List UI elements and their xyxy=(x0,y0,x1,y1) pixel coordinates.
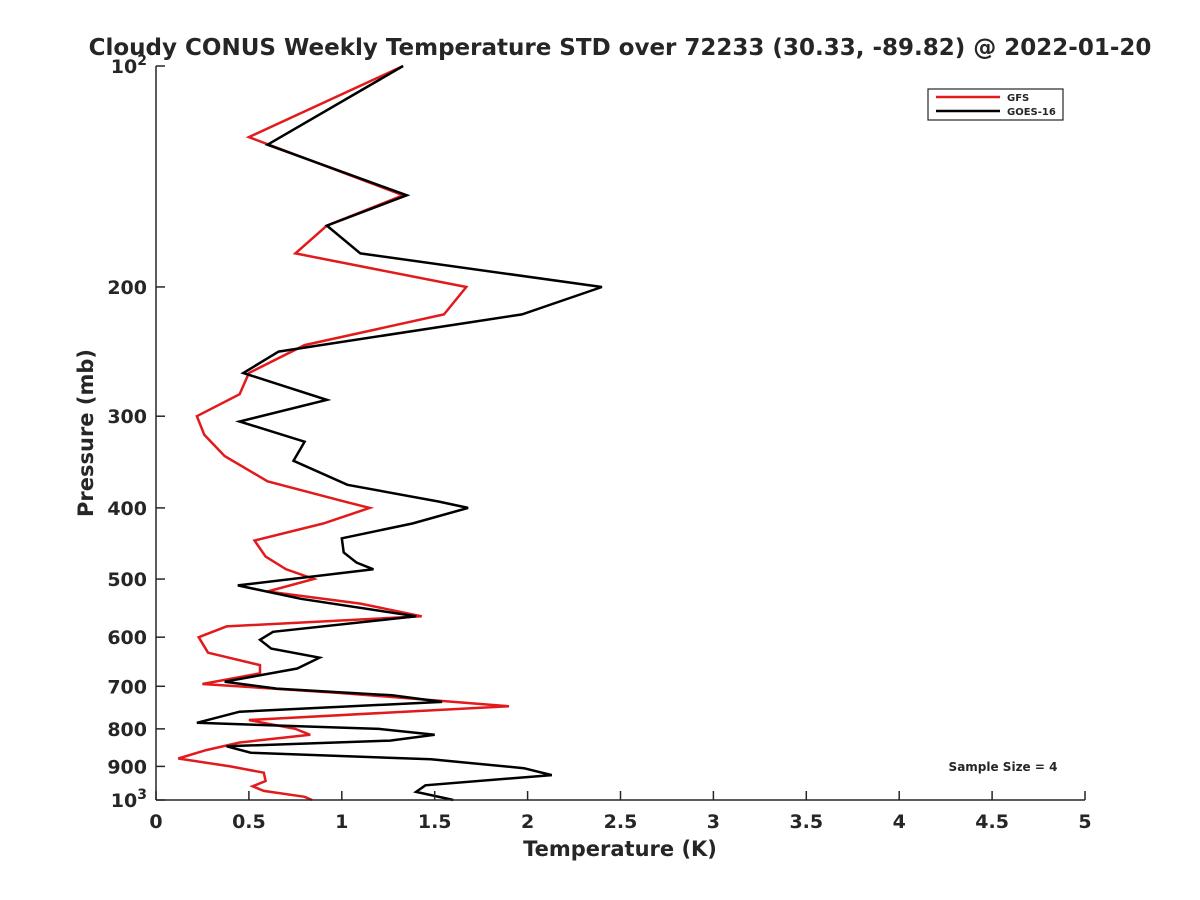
y-axis-label: Pressure (mb) xyxy=(74,349,98,517)
x-tick-label: 0 xyxy=(149,811,162,833)
x-tick-label: 3.5 xyxy=(789,811,823,833)
y-ticks: 102 200 300 400 500 600 700 800 900 103 xyxy=(107,53,165,812)
x-tick-label: 0.5 xyxy=(232,811,266,833)
y-tick-label: 700 xyxy=(107,676,147,698)
series-line-gfs xyxy=(177,64,510,802)
series-layer xyxy=(177,64,603,802)
legend-label-goes16: GOES-16 xyxy=(1007,107,1056,118)
x-tick-label: 4 xyxy=(893,811,906,833)
sample-size-annotation: Sample Size = 4 xyxy=(949,760,1058,774)
x-tick-label: 3 xyxy=(707,811,720,833)
y-tick-label: 500 xyxy=(107,569,147,591)
legend-box xyxy=(927,88,1064,121)
plot-area: 0 0.5 1 1.5 2 2.5 3 3.5 4 4.5 5 102 200 300 400 500 600… xyxy=(107,53,1091,833)
x-ticks: 0 0.5 1 1.5 2 2.5 3 3.5 4 4.5 5 xyxy=(149,791,1092,833)
y-tick-label: 400 xyxy=(107,498,147,520)
x-tick-label: 4.5 xyxy=(975,811,1009,833)
y-tick-label: 102 xyxy=(111,53,147,78)
series-line-goes16 xyxy=(196,64,603,802)
y-tick-label: 600 xyxy=(107,627,147,649)
x-tick-label: 1.5 xyxy=(418,811,452,833)
x-tick-label: 2 xyxy=(521,811,534,833)
legend: GFS GOES-16 xyxy=(927,88,1064,121)
y-tick-label: 103 xyxy=(111,787,147,812)
y-tick-label: 900 xyxy=(107,756,147,778)
chart-title: Cloudy CONUS Weekly Temperature STD over… xyxy=(89,35,1152,61)
y-tick-label: 800 xyxy=(107,719,147,741)
legend-label-gfs: GFS xyxy=(1007,93,1029,104)
y-tick-label: 200 xyxy=(107,277,147,299)
x-tick-label: 2.5 xyxy=(604,811,638,833)
x-tick-label: 5 xyxy=(1078,811,1091,833)
x-axis-label: Temperature (K) xyxy=(523,837,717,861)
y-tick-label: 300 xyxy=(107,406,147,428)
x-tick-label: 1 xyxy=(335,811,348,833)
